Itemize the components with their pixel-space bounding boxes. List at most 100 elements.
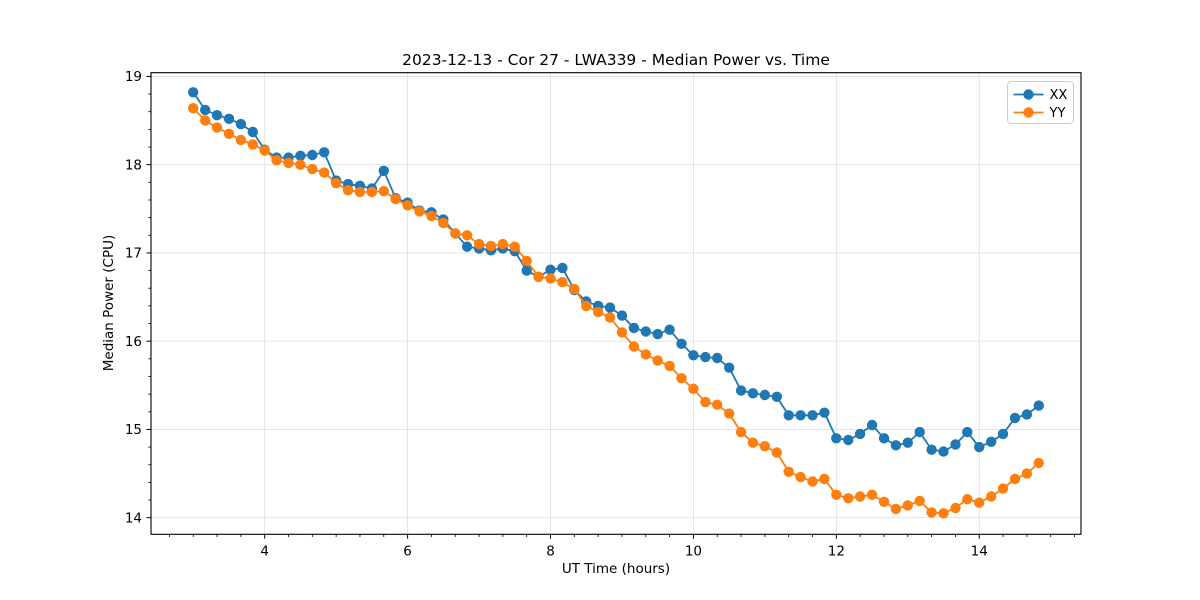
data-point [914, 495, 925, 507]
data-point [759, 389, 771, 401]
data-point [950, 502, 961, 514]
data-point [402, 200, 413, 211]
data-point [1033, 400, 1045, 411]
legend-marker-icon [1023, 107, 1034, 118]
data-point [926, 507, 937, 518]
data-point [962, 426, 973, 438]
y-tick-label: 17 [125, 246, 142, 262]
data-point [676, 373, 687, 384]
data-point [354, 186, 366, 198]
data-point [664, 324, 675, 335]
data-point [997, 428, 1009, 440]
data-point [974, 497, 985, 508]
data-point [450, 228, 461, 239]
data-point [724, 362, 735, 373]
series-yy-markers [188, 103, 1045, 519]
data-point [807, 410, 818, 421]
data-point [473, 238, 485, 250]
data-point [700, 351, 711, 363]
data-point [378, 185, 389, 197]
data-point [795, 471, 806, 483]
data-point [509, 241, 520, 252]
data-point [771, 391, 782, 402]
data-point [545, 264, 556, 275]
data-point [211, 110, 223, 121]
data-point [962, 494, 973, 505]
data-point [735, 385, 747, 396]
data-point [700, 396, 711, 408]
data-point [330, 178, 342, 189]
data-point [938, 508, 949, 519]
data-point [545, 273, 556, 284]
data-point [747, 388, 759, 399]
chart-title: 2023-12-13 - Cor 27 - LWA339 - Median Po… [402, 51, 830, 69]
data-point [890, 503, 902, 515]
data-point [581, 300, 592, 312]
data-point [1009, 412, 1021, 424]
data-point [997, 483, 1009, 494]
data-point [604, 312, 616, 323]
axis-ticks [146, 75, 1075, 539]
x-tick-label: 14 [971, 543, 988, 559]
data-point [1021, 409, 1033, 420]
y-tick-label: 18 [125, 157, 142, 173]
data-point [854, 491, 866, 502]
data-point [676, 338, 687, 349]
data-point [521, 265, 532, 276]
data-point [986, 436, 997, 447]
data-point [843, 434, 854, 446]
data-point [271, 155, 282, 166]
data-point [342, 185, 354, 196]
data-point [843, 493, 854, 504]
data-point [783, 410, 794, 421]
data-point [521, 255, 532, 267]
data-point [664, 360, 675, 372]
data-point [831, 433, 842, 444]
x-tick-label: 12 [828, 543, 845, 559]
data-point [640, 326, 651, 337]
x-tick-label: 6 [403, 543, 412, 559]
x-tick-label: 4 [260, 543, 269, 559]
data-point [1021, 468, 1033, 479]
y-tick-label: 15 [125, 422, 142, 438]
data-point [902, 437, 913, 448]
legend-entry-yy: YY [1013, 106, 1065, 121]
data-point [319, 167, 330, 178]
data-point [200, 115, 211, 126]
data-point [616, 310, 628, 321]
data-point [640, 349, 651, 360]
y-axis-label: Median Power (CPU) [101, 235, 117, 371]
data-point [878, 496, 890, 507]
series-yy [188, 103, 1045, 519]
data-point [616, 327, 628, 338]
data-point [295, 150, 306, 161]
data-point [533, 271, 544, 282]
data-point [759, 441, 771, 452]
data-point [259, 145, 270, 156]
x-axis-label: UT Time (hours) [562, 561, 670, 577]
data-point [735, 426, 747, 438]
legend-label: XX [1050, 88, 1068, 103]
data-point [974, 441, 985, 453]
data-point [628, 341, 640, 352]
data-point [831, 489, 842, 500]
grid-lines [151, 72, 1081, 535]
data-point [366, 186, 378, 198]
series-xx-markers [188, 87, 1045, 457]
data-point [223, 113, 235, 125]
data-point [438, 217, 449, 229]
data-point [688, 383, 699, 394]
data-point [724, 408, 735, 419]
data-point [890, 440, 902, 451]
data-point [461, 241, 473, 252]
data-point [319, 147, 330, 158]
data-point [557, 276, 568, 288]
data-point [807, 476, 818, 487]
data-point [926, 444, 937, 455]
y-tick-label: 14 [125, 510, 142, 526]
data-point [485, 240, 497, 252]
data-point [950, 439, 961, 450]
data-point [688, 350, 699, 361]
data-point [986, 491, 997, 502]
